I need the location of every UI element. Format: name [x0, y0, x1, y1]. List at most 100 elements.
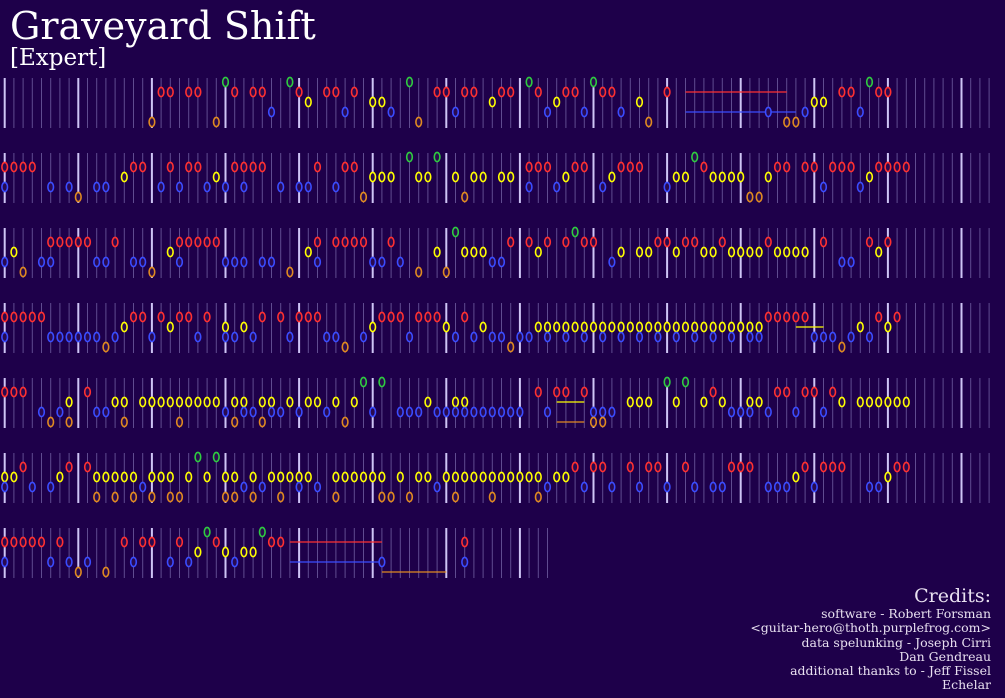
yellow-note	[553, 321, 561, 333]
blue-note	[451, 331, 460, 343]
blue-note	[635, 331, 644, 343]
blue-note	[249, 331, 257, 343]
red-note	[681, 236, 690, 248]
orange-note	[74, 566, 82, 578]
red-note	[185, 161, 193, 173]
blue-note	[433, 481, 441, 493]
blue-note	[139, 256, 147, 268]
blue-note	[93, 181, 101, 193]
green-note	[681, 376, 690, 388]
green-note	[525, 76, 533, 88]
blue-note	[543, 331, 552, 343]
orange-note	[507, 341, 515, 353]
blue-note	[1, 481, 9, 493]
yellow-note	[580, 321, 588, 333]
yellow-note	[755, 396, 763, 408]
red-note	[746, 461, 754, 473]
red-note	[350, 236, 358, 248]
credits: Credits: software - Robert Forsman <guit…	[750, 585, 991, 693]
yellow-note	[801, 246, 809, 258]
orange-note	[258, 416, 266, 428]
red-note	[461, 86, 469, 98]
yellow-note	[378, 171, 386, 183]
red-note	[19, 536, 27, 548]
blue-note	[654, 331, 662, 343]
red-note	[773, 386, 782, 398]
blue-note	[672, 331, 680, 343]
orange-note	[129, 491, 138, 503]
orange-note	[387, 491, 395, 503]
blue-note	[709, 481, 717, 493]
orange-note	[148, 266, 156, 278]
blue-note	[65, 556, 73, 568]
blue-note	[139, 481, 147, 493]
red-note	[185, 86, 193, 98]
credit-line: <guitar-hero@thoth.purplefrog.com>	[750, 620, 991, 636]
red-note	[175, 311, 184, 323]
yellow-note	[286, 471, 294, 483]
red-note	[553, 386, 561, 398]
red-note	[829, 161, 837, 173]
yellow-note	[157, 396, 165, 408]
red-note	[681, 461, 690, 473]
red-note	[893, 311, 901, 323]
green-note	[663, 376, 671, 388]
blue-note	[819, 331, 828, 343]
red-note	[203, 311, 211, 323]
red-note	[313, 161, 322, 173]
blue-note	[369, 256, 377, 268]
yellow-note	[497, 471, 506, 483]
blue-note	[865, 481, 874, 493]
red-note	[838, 86, 846, 98]
yellow-note	[727, 321, 736, 333]
red-note	[74, 236, 82, 248]
yellow-note	[810, 96, 818, 108]
blue-note	[203, 181, 211, 193]
red-note	[424, 311, 432, 323]
red-note	[875, 311, 883, 323]
yellow-note	[645, 321, 653, 333]
blue-note	[65, 181, 73, 193]
yellow-note	[856, 396, 864, 408]
blue-note	[47, 181, 55, 193]
red-note	[341, 236, 349, 248]
red-note	[332, 86, 340, 98]
blue-note	[267, 106, 276, 118]
song-title: Graveyard Shift	[10, 4, 316, 48]
yellow-note	[350, 471, 358, 483]
red-note	[571, 161, 579, 173]
red-note	[792, 311, 800, 323]
blue-note	[93, 406, 101, 418]
yellow-note	[240, 546, 248, 558]
blue-note	[479, 406, 487, 418]
blue-note	[507, 406, 515, 418]
orange-note	[231, 491, 239, 503]
orange-note	[111, 491, 119, 503]
blue-note	[313, 256, 322, 268]
blue-note	[249, 406, 257, 418]
blue-note	[617, 331, 625, 343]
blue-note	[323, 406, 331, 418]
red-note	[562, 86, 570, 98]
red-note	[295, 86, 303, 98]
orange-note	[332, 491, 340, 503]
yellow-note	[737, 246, 745, 258]
blue-note	[47, 556, 55, 568]
yellow-note	[865, 171, 874, 183]
blue-note	[599, 181, 607, 193]
yellow-note	[534, 471, 542, 483]
yellow-note	[166, 246, 174, 258]
blue-note	[37, 256, 46, 268]
blue-note	[332, 181, 340, 193]
yellow-note	[663, 321, 671, 333]
blue-note	[543, 406, 552, 418]
green-note	[405, 151, 414, 163]
red-note	[571, 86, 579, 98]
yellow-note	[267, 396, 276, 408]
blue-note	[65, 331, 73, 343]
red-note	[37, 311, 46, 323]
blue-note	[295, 481, 303, 493]
red-note	[166, 161, 174, 173]
green-note	[691, 151, 699, 163]
